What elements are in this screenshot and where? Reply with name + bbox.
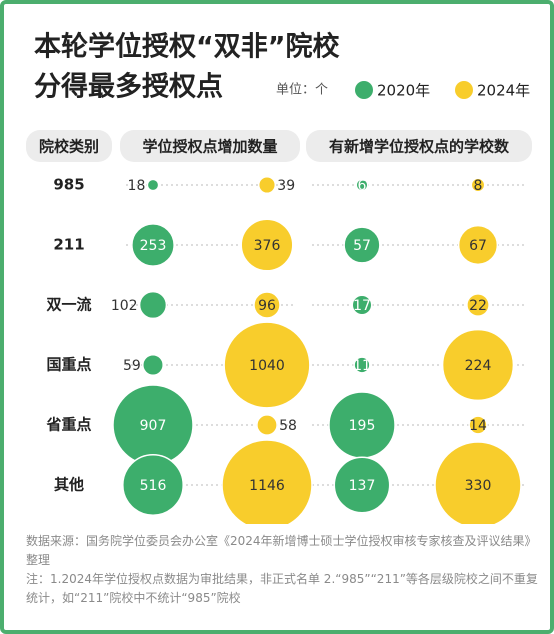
value-label: 330 <box>465 478 492 494</box>
bubble <box>131 223 175 267</box>
value-label: 8 <box>474 178 483 194</box>
column-header: 有新增学位授权点的学校数 <box>329 138 510 156</box>
value-label: 96 <box>258 298 276 314</box>
value-label: 11 <box>353 358 371 374</box>
bubble <box>223 321 311 409</box>
value-label: 907 <box>140 418 167 434</box>
value-label: 39 <box>277 178 295 194</box>
value-label: 137 <box>349 478 376 494</box>
legend-label: 2020年 <box>377 82 430 100</box>
column-header: 院校类别 <box>39 138 99 156</box>
category-label: 国重点 <box>46 356 91 374</box>
value-label: 14 <box>469 418 487 434</box>
bubble <box>351 294 373 316</box>
bubble <box>355 178 369 192</box>
bubble <box>256 414 278 436</box>
note: 数据来源：国务院学位委员会办公室《2024年新增博士硕士学位授权审核专家核查及评… <box>26 534 537 567</box>
category-label: 省重点 <box>45 416 91 434</box>
column-header: 学位授权点增加数量 <box>142 138 277 156</box>
bubble <box>122 454 184 516</box>
bubble <box>253 291 281 319</box>
header-pill <box>306 130 532 162</box>
value-label: 1146 <box>249 478 285 494</box>
bubble <box>221 439 313 524</box>
value-label: 376 <box>254 238 281 254</box>
value-label: 59 <box>123 358 141 374</box>
notes: 数据来源：国务院学位委员会办公室《2024年新增博士硕士学位授权审核专家核查及评… <box>26 532 541 608</box>
value-label: 67 <box>469 238 487 254</box>
header-pill <box>26 130 112 162</box>
header-pill <box>120 130 300 162</box>
bubble <box>257 175 277 195</box>
value-label: 516 <box>140 478 167 494</box>
unit: 单位：个 <box>276 83 328 98</box>
category-label: 211 <box>53 236 84 254</box>
legend-label: 2024年 <box>477 82 530 100</box>
bubble <box>142 354 164 376</box>
bubble <box>146 178 160 192</box>
bubble <box>441 328 515 402</box>
bubble <box>138 290 168 320</box>
value-label: 1040 <box>249 358 285 374</box>
value-label: 6 <box>358 178 367 194</box>
value-label: 18 <box>128 178 146 194</box>
chart-title: 本轮学位授权“双非”院校 <box>34 31 340 63</box>
value-label: 195 <box>349 418 376 434</box>
category-label: 985 <box>53 176 84 194</box>
bubble <box>457 224 499 266</box>
category-label: 双一流 <box>46 296 91 314</box>
bubble <box>470 177 486 193</box>
value-label: 22 <box>469 298 487 314</box>
legend-swatch <box>455 81 473 99</box>
value-label: 224 <box>465 358 492 374</box>
chart-title: 分得最多授权点 <box>34 72 223 103</box>
category-label: 其他 <box>54 476 84 494</box>
bubble <box>466 293 490 317</box>
bubble <box>468 415 488 435</box>
note: 注：1.2024年学位授权点数据为审批结果，非正式名单 2.“985”“211”… <box>26 572 538 605</box>
bubble <box>343 226 381 264</box>
bubble <box>434 441 522 524</box>
value-label: 17 <box>353 298 371 314</box>
bubble <box>240 218 294 272</box>
value-label: 58 <box>279 418 297 434</box>
value-label: 57 <box>353 238 371 254</box>
bubble <box>353 356 371 374</box>
value-label: 253 <box>140 238 167 254</box>
value-label: 102 <box>111 298 138 314</box>
bubble <box>333 456 391 514</box>
legend-swatch <box>355 81 373 99</box>
